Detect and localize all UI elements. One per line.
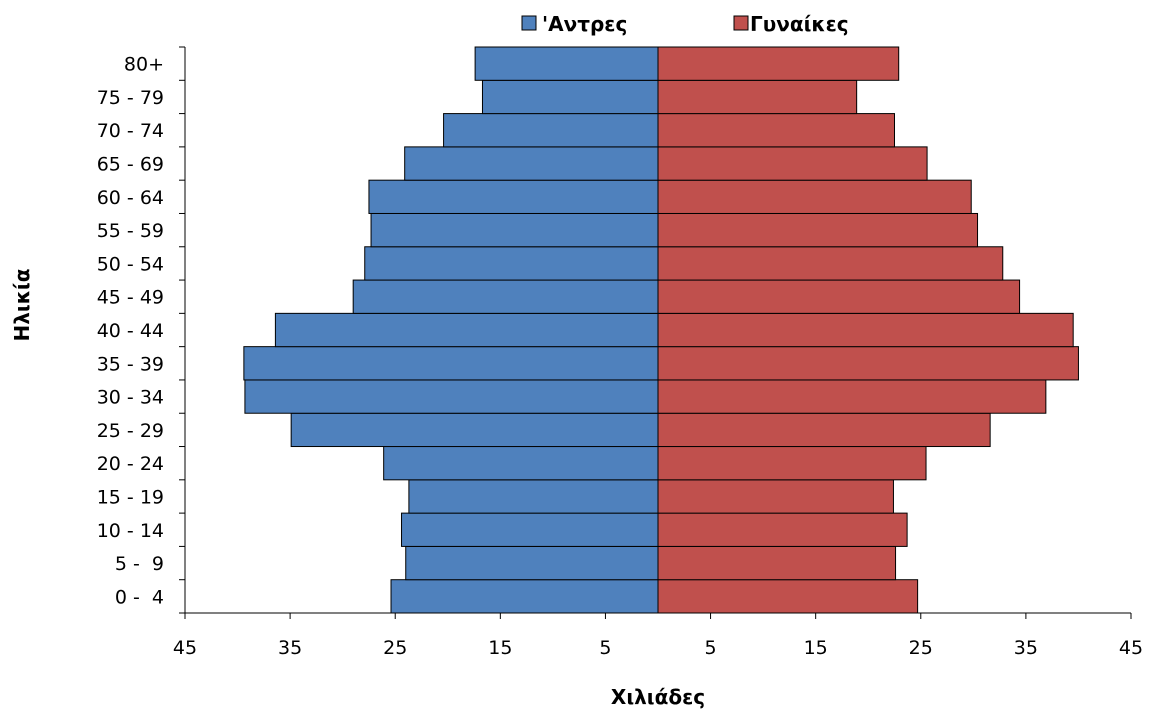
y-tick-label: 20 - 24 — [97, 453, 164, 475]
bars-group — [243, 46, 1079, 614]
x-tick-label: 5 — [705, 637, 717, 659]
x-tick-label: 45 — [1119, 637, 1143, 659]
y-tick-label: 25 - 29 — [97, 420, 164, 442]
y-tick-label: 0 - 4 — [115, 586, 164, 608]
bar-men-11 — [370, 212, 659, 248]
bar-women-8 — [657, 312, 1074, 348]
x-axis-tick-labels: 45 35 25 15 5 5 15 25 35 45 — [173, 637, 1143, 659]
bar-men-13 — [404, 146, 659, 181]
bar-men-10 — [364, 246, 659, 281]
bar-women-5 — [657, 412, 991, 448]
x-tick-label: 5 — [599, 637, 611, 659]
y-axis-title: Ηλικία — [10, 269, 34, 342]
x-tick-label: 15 — [488, 637, 512, 659]
y-tick-label: 40 - 44 — [97, 320, 164, 342]
legend: 'Αντρες Γυναίκες — [521, 12, 849, 36]
bar-men-1 — [405, 545, 659, 581]
bar-women-4 — [657, 446, 927, 481]
bar-men-6 — [244, 379, 659, 414]
bar-men-15 — [481, 79, 659, 115]
legend-label-men: 'Αντρες — [542, 12, 627, 36]
bar-women-14 — [657, 113, 895, 148]
y-tick-label: 45 - 49 — [97, 287, 164, 309]
y-tick-label: 60 - 64 — [97, 187, 164, 209]
bar-women-13 — [657, 146, 928, 181]
bar-men-12 — [368, 179, 659, 214]
bar-men-3 — [408, 479, 659, 514]
x-axis-title: Χιλιάδες — [611, 685, 705, 709]
x-tick-label: 25 — [383, 637, 407, 659]
bar-women-1 — [657, 545, 897, 581]
bar-men-16 — [474, 46, 659, 81]
bar-women-11 — [657, 212, 979, 248]
bar-women-12 — [657, 179, 972, 214]
x-tick-label: 15 — [804, 637, 828, 659]
legend-swatch-women — [733, 15, 749, 31]
y-tick-label: 5 - 9 — [115, 553, 164, 575]
y-tick-label: 50 - 54 — [97, 253, 164, 275]
legend-label-women: Γυναίκες — [750, 12, 849, 36]
bar-women-2 — [657, 512, 908, 547]
x-tick-label: 45 — [173, 637, 197, 659]
y-tick-label: 15 - 19 — [97, 486, 164, 508]
y-tick-label: 35 - 39 — [97, 353, 164, 375]
y-tick-label: 55 - 59 — [97, 220, 164, 242]
x-tick-label: 35 — [278, 637, 302, 659]
x-tick-label: 25 — [909, 637, 933, 659]
bar-men-14 — [443, 113, 659, 148]
bar-men-4 — [383, 446, 659, 481]
bar-women-10 — [657, 246, 1004, 281]
bar-men-9 — [352, 279, 659, 314]
bar-men-8 — [274, 312, 659, 348]
bar-women-15 — [657, 79, 858, 115]
bar-women-16 — [657, 46, 900, 81]
bar-men-7 — [243, 346, 659, 381]
bar-women-3 — [657, 479, 894, 514]
y-tick-label: 65 - 69 — [97, 154, 164, 176]
y-tick-label: 75 - 79 — [97, 87, 164, 109]
bar-men-0 — [390, 579, 659, 614]
bar-women-6 — [657, 379, 1047, 414]
y-axis-tick-labels: 0 - 4 5 - 9 10 - 14 15 - 19 20 - 24 25 - 29 30… — [97, 54, 164, 609]
y-tick-label: 10 - 14 — [97, 520, 164, 542]
bar-women-9 — [657, 279, 1021, 314]
y-tick-label: 70 - 74 — [97, 120, 164, 142]
bar-men-2 — [401, 512, 659, 547]
legend-swatch-men — [521, 15, 537, 31]
y-tick-label: 80+ — [124, 54, 164, 76]
bar-women-0 — [657, 579, 919, 614]
bar-women-7 — [657, 346, 1079, 381]
x-tick-label: 35 — [1014, 637, 1038, 659]
bar-men-5 — [290, 412, 659, 448]
y-tick-label: 30 - 34 — [97, 387, 164, 409]
axes — [179, 46, 1132, 619]
